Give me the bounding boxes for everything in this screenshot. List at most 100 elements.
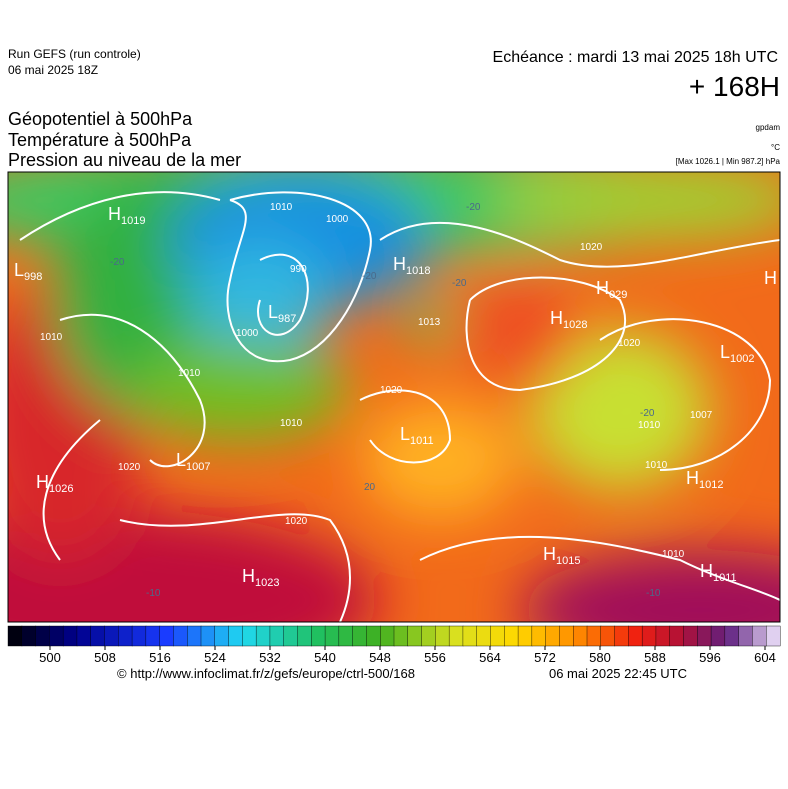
isobar-label: 1020 xyxy=(380,385,403,396)
colorbar-swatch xyxy=(187,625,202,647)
pressure-kind: H xyxy=(543,544,556,564)
colorbar-swatch xyxy=(173,625,188,647)
colorbar-swatch xyxy=(448,625,464,647)
isobar-label: 1010 xyxy=(638,420,661,431)
lead-time: + 168H xyxy=(689,71,780,102)
colorbar-swatch xyxy=(90,625,106,647)
temperature-label: -20 xyxy=(640,408,655,419)
colorbar-swatch xyxy=(242,625,257,647)
isobar-label: 1000 xyxy=(326,214,349,225)
colorbar-swatch xyxy=(338,625,354,647)
colorbar-swatch xyxy=(407,625,423,647)
isobar-label: 1010 xyxy=(645,460,668,471)
colorbar-tick-label: 604 xyxy=(754,650,776,665)
temperature-label: -20 xyxy=(110,257,125,268)
colorbar-swatch xyxy=(710,625,726,647)
echeance: Echéance : mardi 13 mai 2025 18h UTC xyxy=(493,49,778,66)
colorbar-swatch xyxy=(614,625,629,647)
temperature-label: -20 xyxy=(466,202,481,213)
pressure-value: 1011 xyxy=(410,435,434,447)
title: Pression au niveau de la mer xyxy=(8,150,241,170)
colorbar-swatch xyxy=(683,625,698,647)
colorbar-swatch xyxy=(214,625,230,647)
colorbar-swatch xyxy=(655,625,671,647)
map xyxy=(8,172,780,622)
colorbar-swatch xyxy=(752,625,767,647)
pressure-value: 998 xyxy=(24,271,42,283)
pressure-value: 1018 xyxy=(406,265,430,277)
colorbar-tick-label: 556 xyxy=(424,650,446,665)
colorbar-swatch xyxy=(35,625,50,647)
colorbar-swatch xyxy=(559,625,574,647)
colorbar-swatch xyxy=(724,625,740,647)
colorbar-swatch xyxy=(7,625,23,647)
colorbar-swatch xyxy=(255,625,271,647)
colorbar-swatch xyxy=(269,625,285,647)
colorbar-tick-label: 532 xyxy=(259,650,281,665)
colorbar-swatch xyxy=(228,625,243,647)
colorbar-swatch xyxy=(504,625,519,647)
colorbar-swatch xyxy=(517,625,533,647)
colorbar-swatch xyxy=(766,625,781,647)
colorbar-swatch xyxy=(573,625,588,647)
colorbar-swatch xyxy=(476,625,492,647)
colorbar-swatch xyxy=(131,625,147,647)
pressure-kind: H xyxy=(393,254,406,274)
pressure-value: 1002 xyxy=(730,353,754,365)
colorbar-tick-label: 508 xyxy=(94,650,116,665)
pressure-value: 1026 xyxy=(49,483,73,495)
isobar-label: 1010 xyxy=(178,368,201,379)
pressure-value: 1007 xyxy=(186,461,210,473)
pressure-center: H1012 xyxy=(686,468,723,491)
pressure-value: 1015 xyxy=(556,555,580,567)
colorbar-swatch xyxy=(62,625,78,647)
isobar-label: 1020 xyxy=(618,338,641,349)
pressure-kind: H xyxy=(36,472,49,492)
title: Géopotentiel à 500hPa xyxy=(8,109,193,129)
temperature-label: -20 xyxy=(452,278,467,289)
temperature-label: -10 xyxy=(646,588,661,599)
pressure-kind: L xyxy=(14,260,24,280)
pressure-kind: H xyxy=(550,308,563,328)
isobar-label: 990 xyxy=(290,264,307,275)
pressure-kind: L xyxy=(400,424,410,444)
colorbar-tick-label: 548 xyxy=(369,650,391,665)
colorbar-swatch xyxy=(421,625,436,647)
pressure-center: H1015 xyxy=(543,544,580,567)
colorbar-swatch xyxy=(641,625,657,647)
colorbar-tick-label: 516 xyxy=(149,650,171,665)
isobar-label: 1010 xyxy=(662,549,685,560)
colorbar-swatch xyxy=(462,625,478,647)
colorbar-tick-label: 540 xyxy=(314,650,336,665)
pressure-center: L987 xyxy=(268,302,296,325)
pressure-kind: L xyxy=(268,302,278,322)
temperature-field xyxy=(8,172,780,622)
colorbar-swatch xyxy=(545,625,560,647)
pressure-center: L1007 xyxy=(176,450,211,473)
isobar-label: 1007 xyxy=(690,410,713,421)
pressure-center: L1002 xyxy=(720,342,755,365)
pressure-center: H xyxy=(764,268,777,288)
isobar-label: 1020 xyxy=(285,516,308,527)
source-url: © http://www.infoclimat.fr/z/gefs/europe… xyxy=(117,666,415,681)
pressure-center: H1019 xyxy=(108,204,145,227)
pressure-center: H1011 xyxy=(700,561,737,584)
colorbar-swatch xyxy=(697,625,712,647)
colorbar-tick-label: 524 xyxy=(204,650,226,665)
pressure-kind: L xyxy=(720,342,730,362)
pressure-kind: H xyxy=(764,268,777,288)
pressure-range: [Max 1026.1 | Min 987.2] hPa xyxy=(676,157,781,166)
pressure-value: 1028 xyxy=(563,319,587,331)
temperature-label: -10 xyxy=(146,588,161,599)
run-date: 06 mai 2025 18Z xyxy=(8,63,98,77)
colorbar-swatch xyxy=(311,625,326,647)
colorbar-tick-label: 572 xyxy=(534,650,556,665)
colorbar-swatch xyxy=(600,625,616,647)
colorbar-swatch xyxy=(380,625,395,647)
pressure-center: L998 xyxy=(14,260,42,283)
isobar-label: 1010 xyxy=(280,418,303,429)
pressure-center: H1028 xyxy=(550,308,587,331)
colorbar-swatch xyxy=(366,625,381,647)
colorbar-swatch xyxy=(159,625,174,647)
generated-time: 06 mai 2025 22:45 UTC xyxy=(549,666,687,681)
